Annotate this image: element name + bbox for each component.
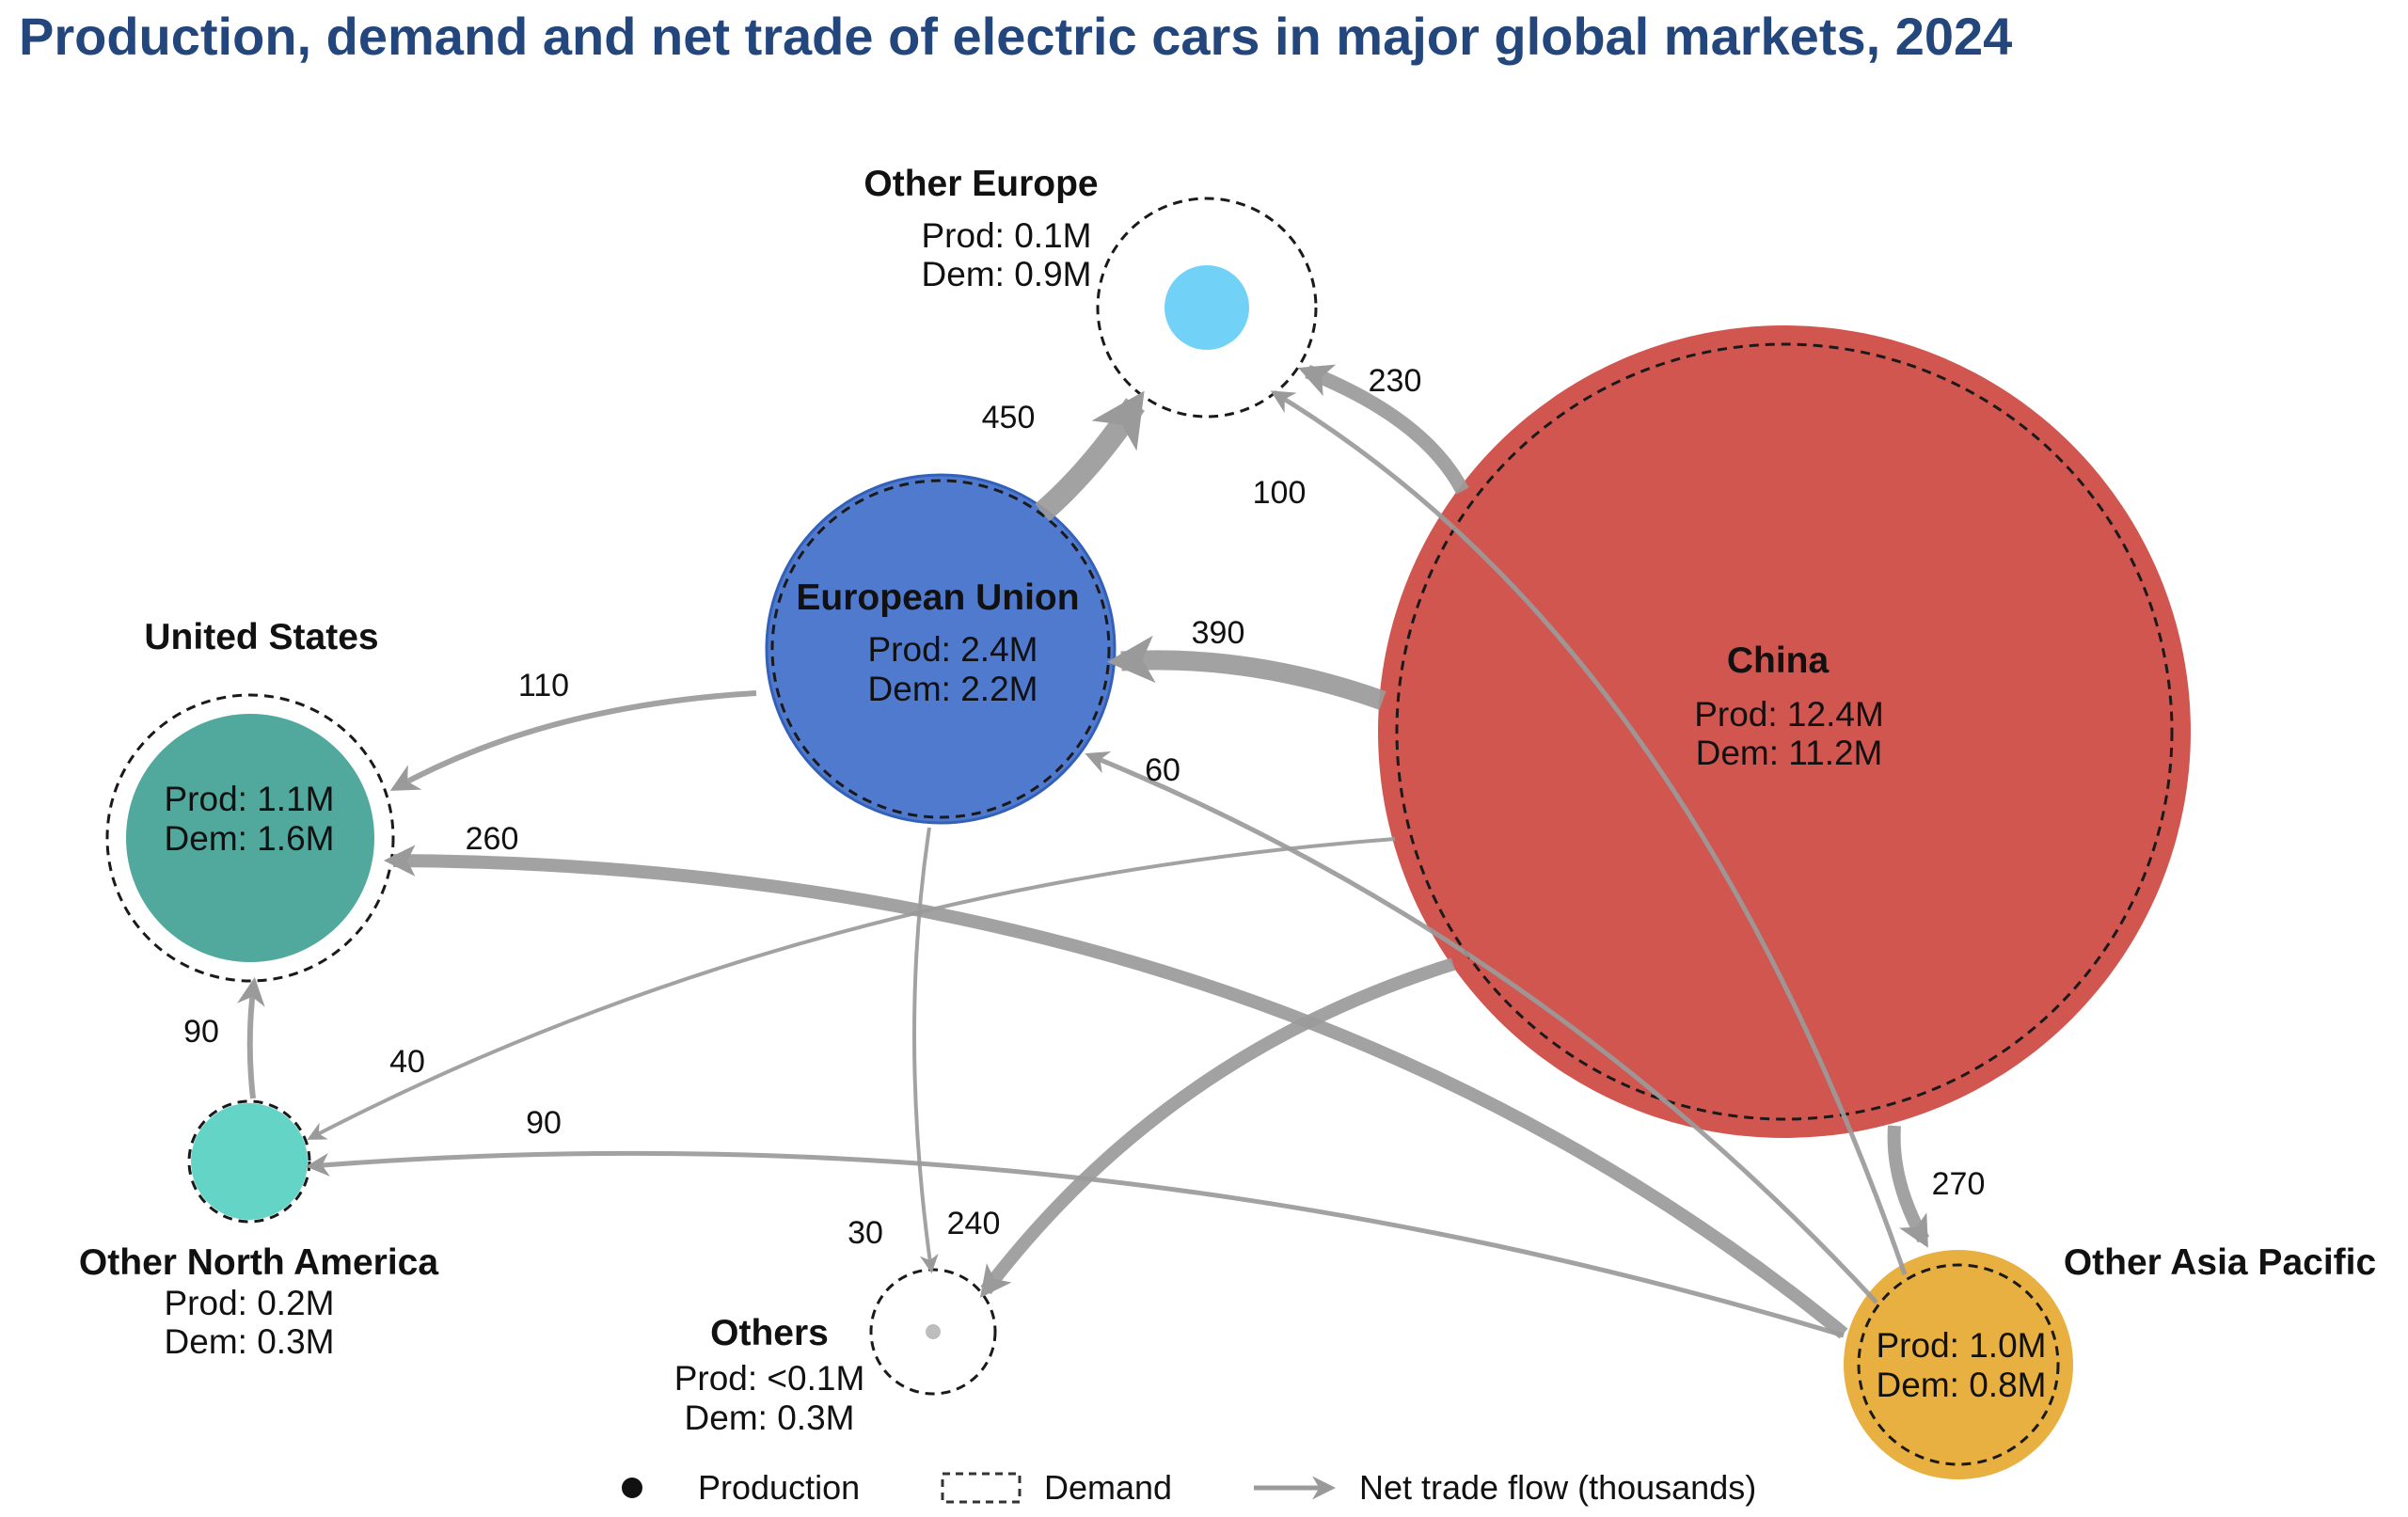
other-asia-pacific-name-label: Other Asia Pacific bbox=[2064, 1242, 2376, 1283]
china-name-label: China bbox=[1727, 640, 1830, 681]
flow-eu-to-others bbox=[912, 827, 939, 1273]
china-demand-circle bbox=[1395, 342, 2174, 1121]
flow-label-oap-to-us: 260 bbox=[466, 821, 519, 857]
flow-oap-to-us bbox=[383, 845, 1848, 1339]
flow-china-to-eu bbox=[1106, 635, 1386, 710]
flow-china-to-ona bbox=[307, 837, 1396, 1140]
flow-label-china-to-others: 240 bbox=[947, 1206, 1001, 1241]
flow-oap-to-other-europe bbox=[1270, 390, 1908, 1275]
other-europe-production-circle bbox=[1164, 265, 1249, 350]
others-dem-label: Dem: 0.3M bbox=[685, 1398, 855, 1437]
other-north-america-dem-label: Dem: 0.3M bbox=[165, 1322, 335, 1361]
other-europe-name-label: Other Europe bbox=[863, 164, 1098, 204]
china-production-circle bbox=[1378, 325, 2191, 1138]
flow-label-eu-to-others: 30 bbox=[848, 1215, 883, 1251]
other-europe-demand-circle bbox=[1096, 197, 1318, 419]
flow-label-eu-to-us: 110 bbox=[518, 668, 569, 703]
flow-china-to-oap bbox=[1887, 1125, 1930, 1248]
flow-label-oap-to-ona: 90 bbox=[526, 1105, 562, 1141]
trade-flows-layer bbox=[236, 364, 1930, 1339]
eu-name-label: European Union bbox=[796, 577, 1079, 618]
flow-oap-to-eu bbox=[1085, 751, 1878, 1304]
china-dem-label: Dem: 11.2M bbox=[1696, 734, 1883, 772]
us-prod-label: Prod: 1.1M bbox=[165, 780, 335, 818]
others-prod-label: Prod: <0.1M bbox=[674, 1359, 865, 1398]
other-asia-pacific-dem-label: Dem: 0.8M bbox=[1877, 1366, 2047, 1404]
other-europe-dem-label: Dem: 0.9M bbox=[922, 255, 1092, 293]
eu-prod-label: Prod: 2.4M bbox=[868, 630, 1038, 669]
others-production-circle bbox=[926, 1324, 941, 1339]
flow-label-china-to-ona: 40 bbox=[389, 1044, 425, 1080]
legend-production-swatch bbox=[622, 1477, 642, 1498]
other-north-america-name-label: Other North America bbox=[79, 1242, 438, 1283]
us-name-label: United States bbox=[144, 617, 378, 657]
flow-ona-to-us bbox=[236, 977, 265, 1099]
us-production-circle bbox=[126, 714, 374, 962]
flow-china-to-other-europe bbox=[1297, 364, 1469, 495]
eu-dem-label: Dem: 2.2M bbox=[868, 670, 1038, 708]
others-name-label: Others bbox=[710, 1313, 829, 1353]
flow-eu-to-us bbox=[389, 690, 757, 791]
labels-layer: 450 230 100 390 110 60 260 90 40 90 30 240 270 China P… bbox=[79, 164, 2376, 1437]
legend-flow-label: Net trade flow (thousands) bbox=[1359, 1468, 1756, 1507]
flow-label-ona-to-us: 90 bbox=[183, 1014, 219, 1050]
flow-label-china-to-other-europe: 230 bbox=[1369, 363, 1422, 399]
flow-label-oap-to-other-europe: 100 bbox=[1253, 475, 1307, 511]
page-title: Production, demand and net trade of elec… bbox=[19, 7, 2013, 66]
us-dem-label: Dem: 1.6M bbox=[165, 819, 335, 858]
china-prod-label: Prod: 12.4M bbox=[1694, 695, 1884, 734]
flow-eu-to-other-europe bbox=[1035, 390, 1145, 522]
legend: Production Demand Net trade flow (thousa… bbox=[622, 1468, 1756, 1507]
legend-production-label: Production bbox=[698, 1468, 860, 1507]
other-north-america-production-circle bbox=[191, 1103, 308, 1220]
flow-label-china-to-oap: 270 bbox=[1932, 1166, 1986, 1202]
legend-demand-swatch bbox=[941, 1472, 1022, 1504]
other-europe-prod-label: Prod: 0.1M bbox=[922, 216, 1092, 255]
flow-label-eu-to-other-europe: 450 bbox=[982, 400, 1036, 435]
market-circles-layer bbox=[105, 197, 2191, 1479]
flow-label-china-to-eu: 390 bbox=[1192, 615, 1245, 651]
legend-demand-label: Demand bbox=[1044, 1468, 1172, 1507]
other-asia-pacific-production-circle bbox=[1844, 1250, 2073, 1479]
other-asia-pacific-prod-label: Prod: 1.0M bbox=[1877, 1326, 2047, 1365]
other-north-america-prod-label: Prod: 0.2M bbox=[165, 1284, 335, 1322]
other-asia-pacific-demand-circle bbox=[1857, 1263, 2060, 1466]
flow-label-oap-to-eu: 60 bbox=[1145, 752, 1180, 788]
flow-china-to-others bbox=[979, 957, 1456, 1299]
